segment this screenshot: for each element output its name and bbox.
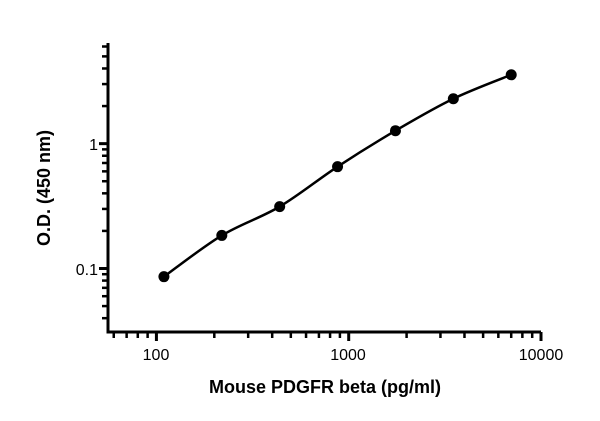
x-axis-title: Mouse PDGFR beta (pg/ml) xyxy=(209,377,441,397)
data-point xyxy=(274,201,286,213)
y-tick-label: 1 xyxy=(89,137,98,154)
fit-curve xyxy=(163,73,512,278)
data-point xyxy=(389,125,401,137)
x-tick-label: 1000 xyxy=(330,347,366,364)
x-tick-label: 10000 xyxy=(519,347,564,364)
data-point xyxy=(447,93,459,105)
y-tick-label: 0.1 xyxy=(76,262,98,279)
data-point xyxy=(158,271,170,283)
data-point xyxy=(505,69,517,81)
data-point xyxy=(332,161,344,173)
data-point xyxy=(216,229,228,241)
y-axis-title: O.D. (450 nm) xyxy=(34,130,54,246)
x-tick-label: 100 xyxy=(143,347,170,364)
